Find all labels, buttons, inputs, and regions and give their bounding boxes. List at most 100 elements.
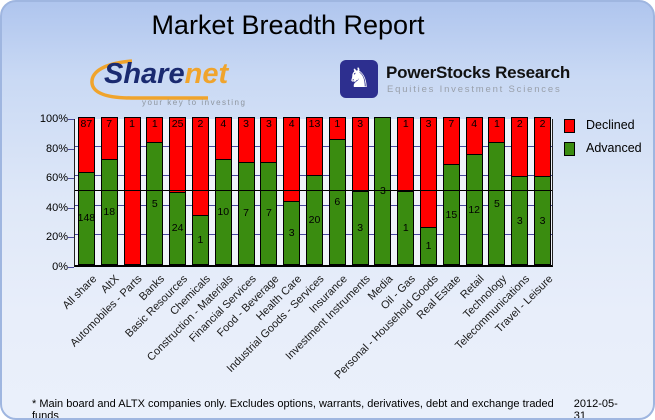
sharenet-word-share: Share [104, 58, 185, 90]
advanced-segment: 20 [307, 175, 322, 264]
advanced-segment: 3 [284, 200, 300, 264]
x-label-all-share: All share [60, 273, 99, 312]
declined-value-label: 4 [220, 118, 227, 130]
declined-segment: 87 [78, 118, 94, 172]
advanced-segment: 3 [352, 190, 368, 264]
declined-swatch-icon [564, 119, 575, 133]
powerstocks-logo: ♞ PowerStocks Research Equities Investme… [340, 60, 570, 104]
bar-construction-materials: 4 10 [214, 117, 232, 265]
y-tick-label-20: 20% [45, 231, 68, 244]
knight-chess-icon: ♞ [340, 60, 378, 98]
y-tick-mark-40 [68, 207, 74, 209]
declined-segment: 13 [307, 118, 322, 176]
advanced-value-label: 5 [494, 197, 500, 210]
advanced-segment: 1 [192, 214, 208, 264]
advanced-value-label: 12 [468, 203, 480, 216]
advanced-value-label: 148 [77, 212, 96, 225]
advanced-segment: 6 [329, 138, 345, 264]
bar-all-share: 87 148 [78, 117, 95, 265]
declined-segment: 3 [261, 118, 277, 162]
sharenet-tagline: your key to investing [142, 98, 247, 107]
declined-value-label: 3 [243, 118, 249, 130]
advanced-value-label: 1 [402, 221, 409, 234]
sharenet-wordmark: Sharenet [104, 58, 228, 91]
declined-segment: 1 [329, 118, 345, 139]
advanced-value-label: 1 [197, 233, 204, 246]
declined-value-label: 1 [402, 118, 409, 130]
declined-value-label: 25 [171, 118, 184, 130]
declined-segment: 1 [147, 118, 163, 143]
declined-segment: 3 [238, 118, 254, 162]
plot-area: 87 148 7 18 1 1 5 25 24 2 1 4 10 3 7 3 7 4 3 13 20 1 6 3 3 3 1 1 3 1 7… [74, 117, 553, 267]
advanced-value-label: 3 [380, 185, 386, 197]
advanced-segment: 5 [147, 142, 163, 264]
sharenet-word-net: net [184, 58, 229, 90]
declined-segment: 4 [284, 118, 300, 201]
declined-value-label: 4 [288, 118, 295, 130]
declined-segment: 7 [443, 118, 459, 165]
advanced-value-label: 3 [357, 221, 364, 234]
advanced-value-label: 5 [151, 197, 158, 210]
bar-retail: 4 12 [465, 117, 483, 265]
bar-media: 3 [374, 117, 392, 265]
legend-label-advanced: Advanced [586, 141, 642, 155]
declined-segment: 4 [215, 118, 231, 160]
advanced-value-label: 20 [308, 214, 321, 227]
advanced-segment: 1 [398, 190, 414, 264]
advanced-value-label: 1 [425, 239, 432, 252]
advanced-value-label: 6 [334, 195, 341, 208]
declined-value-label: 3 [425, 118, 432, 130]
declined-value-label: 7 [106, 118, 113, 130]
declined-segment: 4 [466, 118, 482, 155]
advanced-value-label: 3 [539, 214, 546, 227]
declined-value-label: 1 [334, 118, 341, 130]
advanced-value-label: 10 [217, 206, 230, 219]
y-tick-mark-100 [68, 119, 74, 120]
advanced-segment: 7 [261, 161, 277, 264]
advanced-segment: 18 [101, 158, 117, 264]
declined-value-label: 87 [80, 118, 93, 130]
declined-value-label: 7 [448, 118, 455, 130]
bar-real-estate: 7 15 [442, 117, 460, 265]
advanced-segment: 148 [78, 171, 95, 264]
bar-altx: 7 18 [100, 117, 118, 265]
declined-segment: 2 [512, 118, 528, 176]
declined-segment: 1 [124, 118, 140, 264]
powerstocks-subtitle: Equities Investment Sciences [387, 84, 562, 95]
midline-50pct [75, 190, 552, 191]
y-tick-label-40: 40% [45, 201, 68, 214]
advanced-value-label: 18 [103, 205, 116, 218]
declined-value-label: 1 [129, 118, 135, 130]
advanced-segment: 3 [512, 176, 528, 264]
advanced-segment: 1 [421, 226, 437, 264]
declined-segment: 1 [489, 118, 505, 143]
powerstocks-name: PowerStocks Research [386, 63, 571, 82]
y-tick-label-0: 0% [52, 261, 68, 273]
advanced-value-label: 24 [171, 222, 184, 235]
declined-value-label: 3 [357, 118, 364, 130]
declined-segment: 25 [170, 118, 186, 192]
declined-value-label: 3 [265, 118, 272, 130]
declined-segment: 2 [192, 118, 208, 215]
declined-segment: 1 [398, 118, 414, 191]
advanced-swatch-icon [564, 142, 575, 156]
bar-automobiles-parts: 1 [123, 117, 141, 265]
legend-label-declined: Declined [586, 118, 635, 132]
bar-industrial-goods-services: 13 20 [306, 117, 323, 265]
declined-value-label: 2 [197, 118, 204, 130]
declined-value-label: 2 [516, 118, 523, 130]
advanced-value-label: 3 [288, 226, 295, 239]
declined-value-label: 1 [494, 118, 500, 130]
footer: * Main board and ALTX companies only. Ex… [32, 398, 629, 418]
declined-segment: 3 [352, 118, 368, 191]
